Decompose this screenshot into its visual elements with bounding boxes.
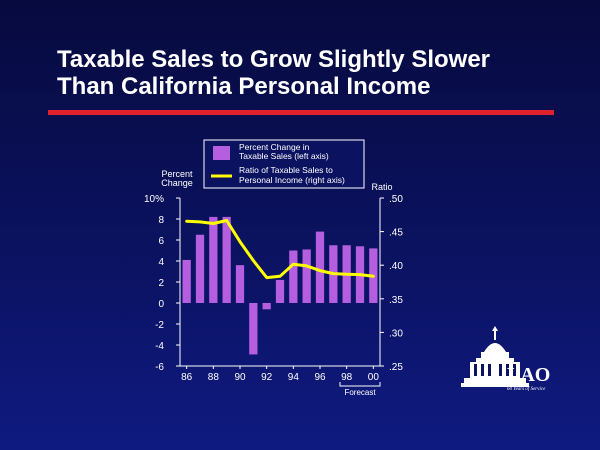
ratio-point-90 xyxy=(238,240,242,243)
slide-title-line-2: Than California Personal Income xyxy=(57,73,431,100)
left-tick-label: 8 xyxy=(158,215,164,226)
right-tick-label: .30 xyxy=(389,328,403,339)
ratio-point-96 xyxy=(318,269,322,272)
x-tick-label: 00 xyxy=(368,372,380,383)
axes: -6 -4 -2 0 2 4 6 8 10% .25 .30 .35 .40 .45 .50 86 88 90 92… xyxy=(144,194,403,383)
bar-92 xyxy=(262,303,271,310)
ratio-point-95 xyxy=(305,264,308,268)
right-tick-label: .40 xyxy=(389,261,403,272)
slide-title: Taxable Sales to Grow Slightly Slower Th… xyxy=(57,46,577,100)
ratio-line-series xyxy=(185,219,375,280)
bar-94 xyxy=(289,250,298,303)
right-tick-label: .35 xyxy=(389,295,403,306)
left-tick-label: -4 xyxy=(155,341,164,352)
forecast-bracket: Forecast xyxy=(339,382,381,397)
left-tick-label: 2 xyxy=(158,278,164,289)
legend-bar-label-line-2: Taxable Sales (left axis) xyxy=(239,151,329,161)
bar-89 xyxy=(222,216,231,303)
x-tick-label: 92 xyxy=(261,372,273,383)
ratio-point-89 xyxy=(225,219,228,222)
bar-91 xyxy=(249,303,258,355)
right-tick-label: .50 xyxy=(389,194,403,205)
ratio-point-86 xyxy=(185,219,188,223)
legend-bar-swatch xyxy=(213,146,230,160)
left-tick-label: -6 xyxy=(155,362,164,373)
x-tick-label: 94 xyxy=(288,372,300,383)
capitol-columns xyxy=(474,364,516,376)
left-tick-label: 0 xyxy=(158,299,164,310)
left-tick-label: 4 xyxy=(158,257,164,268)
x-tick-label: 96 xyxy=(314,372,326,383)
right-axis-title: Ratio xyxy=(371,182,392,192)
forecast-label: Forecast xyxy=(344,388,376,397)
ratio-point-100 xyxy=(372,275,375,278)
bar-90 xyxy=(235,265,245,303)
forecast-bracket-line xyxy=(339,382,381,387)
slide-title-line-1: Taxable Sales to Grow Slightly Slower xyxy=(57,46,491,73)
left-tick-label: 6 xyxy=(158,236,164,247)
x-tick-label: 88 xyxy=(208,372,220,383)
logo-subtitle: 60 Years of Service xyxy=(507,387,546,392)
ratio-point-93 xyxy=(278,275,282,278)
bar-86 xyxy=(182,259,191,303)
ratio-point-99 xyxy=(358,273,362,276)
logo-wordmark: LAO xyxy=(507,364,550,386)
bar-93 xyxy=(275,279,285,303)
ratio-point-94 xyxy=(292,262,295,266)
bar-87 xyxy=(195,234,205,303)
ratio-point-91 xyxy=(252,259,255,262)
ratio-point-92 xyxy=(265,276,268,279)
chart-legend: Percent Change in Taxable Sales (left ax… xyxy=(203,139,365,189)
bar-95 xyxy=(302,249,311,303)
left-tick-label: -2 xyxy=(155,320,164,331)
legend-line-label-line-1: Ratio of Taxable Sales to xyxy=(239,165,333,175)
bar-88 xyxy=(209,216,218,303)
ratio-point-98 xyxy=(345,273,348,276)
left-axis-title-line-1: Percent xyxy=(161,169,193,179)
x-tick-label: 90 xyxy=(234,372,246,383)
right-tick-label: .25 xyxy=(389,362,403,373)
legend-bar-label-line-1: Percent Change in xyxy=(239,142,310,152)
right-tick-label: .45 xyxy=(389,228,403,239)
ratio-point-87 xyxy=(198,220,202,224)
ratio-point-88 xyxy=(212,222,215,225)
left-axis-title-line-2: Change xyxy=(161,178,193,188)
title-underline xyxy=(48,110,554,115)
x-tick-label: 86 xyxy=(181,372,193,383)
ratio-point-97 xyxy=(332,272,335,275)
bar-96 xyxy=(315,231,325,303)
legend-line-label-line-2: Personal Income (right axis) xyxy=(239,175,345,185)
legend-frame xyxy=(203,139,365,189)
left-tick-label: 10% xyxy=(144,194,164,205)
x-tick-label: 98 xyxy=(341,372,353,383)
